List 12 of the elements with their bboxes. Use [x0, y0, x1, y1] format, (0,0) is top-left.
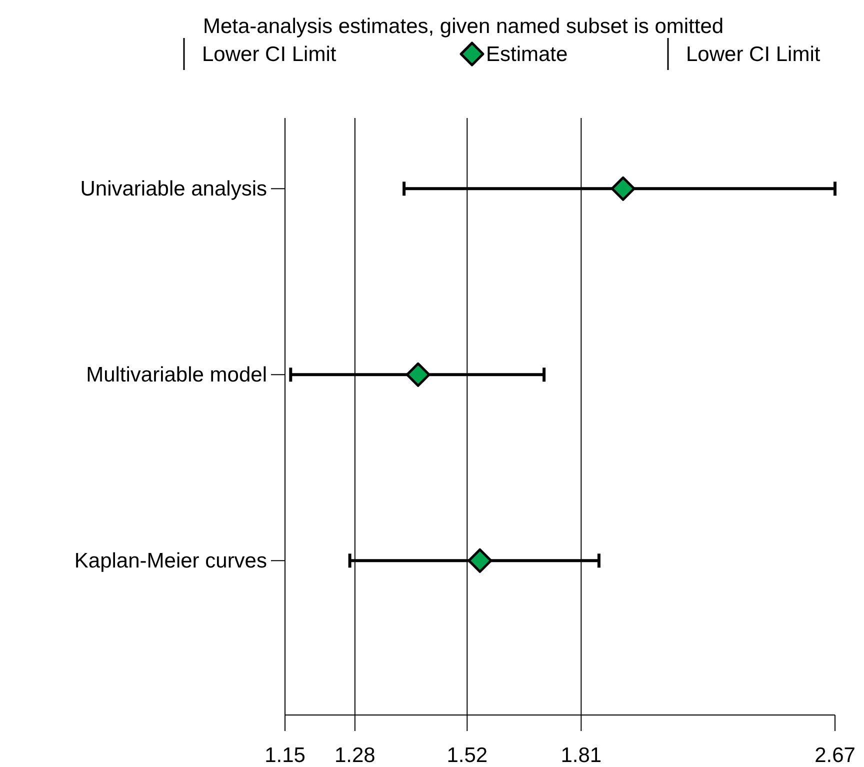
y-tick-label: Multivariable model	[86, 364, 267, 387]
x-tick-label: 1.28	[334, 744, 376, 767]
y-tick-label: Kaplan-Meier curves	[74, 550, 267, 573]
x-tick-label: 2.67	[814, 744, 856, 767]
x-tick-label: 1.81	[560, 744, 602, 767]
x-tick-label: 1.15	[264, 744, 306, 767]
x-tick-label: 1.52	[446, 744, 488, 767]
legend-label: Lower CI Limit	[686, 43, 820, 66]
y-tick-label: Univariable analysis	[80, 178, 267, 201]
legend-title: Meta-analysis estimates, given named subset is omitted	[203, 15, 724, 38]
legend-label: Lower CI Limit	[202, 43, 336, 66]
legend-label: Estimate	[486, 43, 568, 66]
